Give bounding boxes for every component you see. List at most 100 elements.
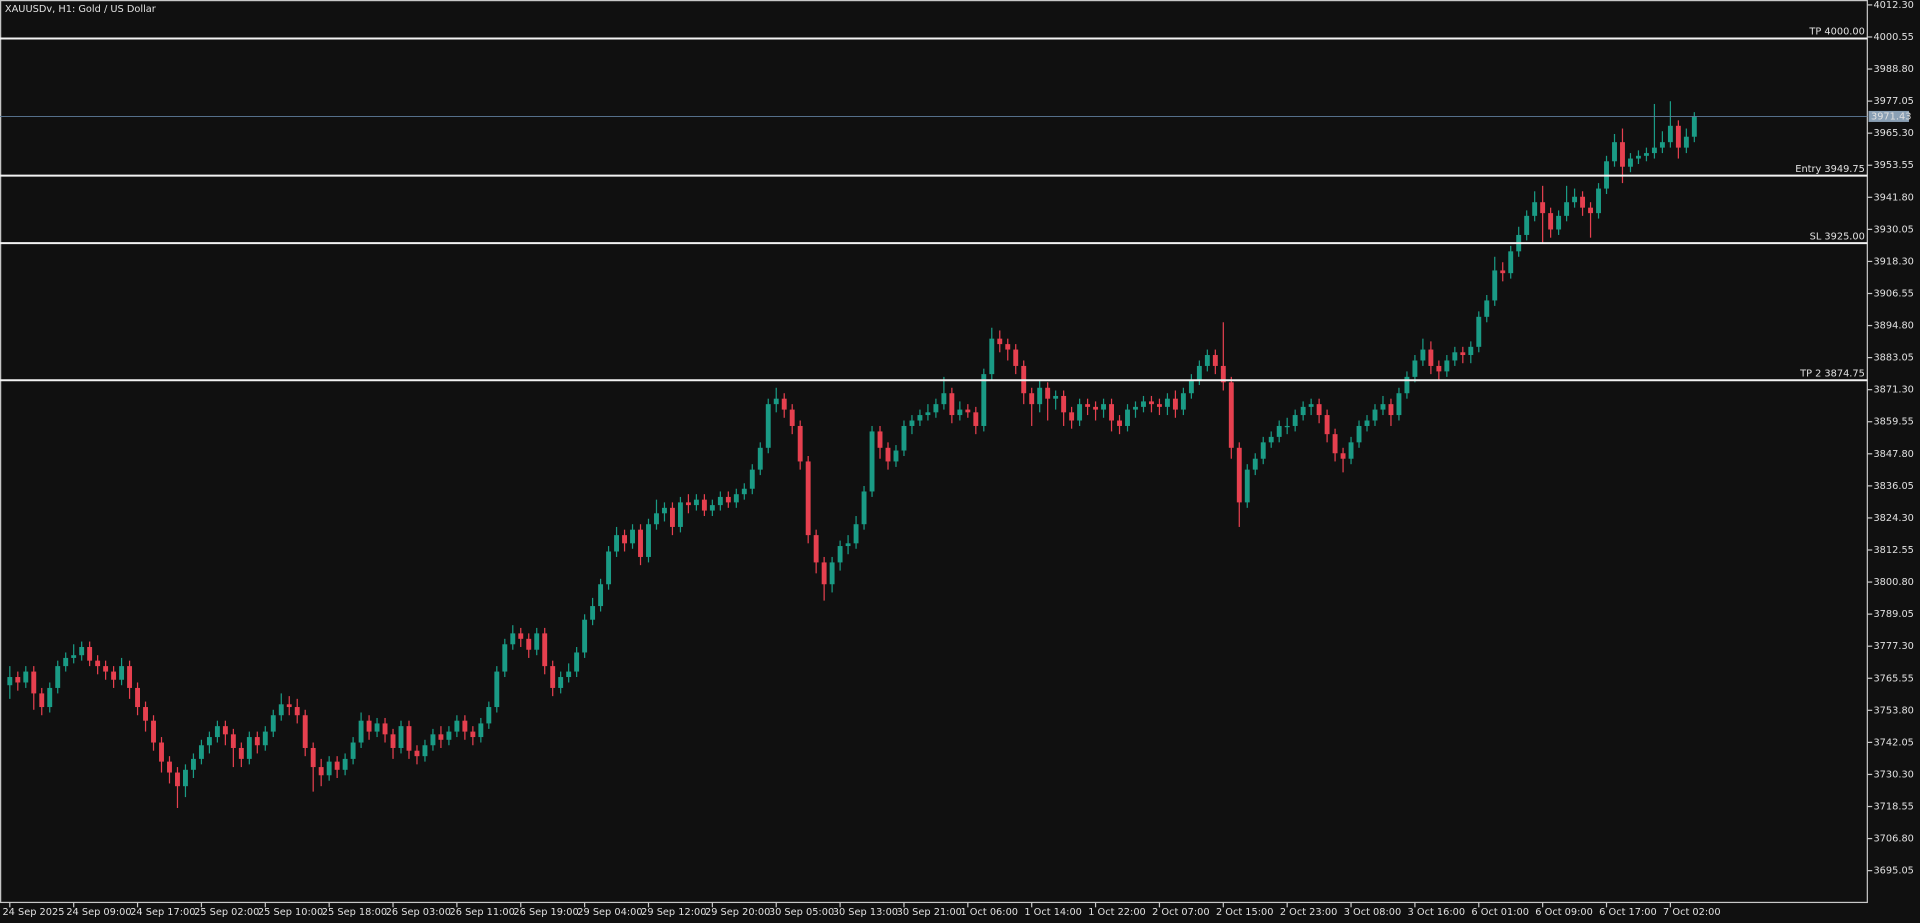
candle-body [23,671,29,683]
candle-body [1149,401,1154,405]
y-tick-label: 4000.55 [1873,32,1913,43]
candle-body [87,647,93,661]
candle-body [159,742,164,762]
candle-body [853,524,859,544]
candle-body [1109,404,1114,421]
candle-body [1276,425,1282,437]
y-tick-label: 3706.80 [1873,834,1913,845]
candle-body [638,529,643,557]
candle-body [1396,393,1402,416]
candle-body [374,723,380,732]
x-tick-label: 1 Oct 22:00 [1088,907,1146,918]
candle-body [270,715,276,732]
y-tick-label: 3753.80 [1873,705,1913,716]
level-label: TP 2 3874.75 [1799,369,1865,380]
candle-body [1117,420,1122,426]
candle-body [526,638,532,650]
candle-body [1141,401,1146,407]
y-tick-label: 3836.05 [1873,481,1913,492]
candle-body [1101,404,1107,410]
candle-body [214,726,220,738]
candle-body [997,338,1003,345]
candle-body [789,409,795,426]
candle-body [446,731,452,740]
candle-body [1332,434,1338,454]
x-tick-label: 2 Oct 15:00 [1216,907,1274,918]
candle-body [622,535,627,544]
candle-body [494,671,500,708]
candle-body [1564,202,1570,216]
candle-body [989,338,995,375]
candle-body [1156,404,1162,407]
candle-body [1492,270,1498,301]
candle-body [558,677,564,688]
candle-body [669,507,675,527]
candle-body [797,425,803,462]
candle-body [885,447,891,462]
candle-body [502,644,508,672]
x-tick-label: 24 Sep 09:00 [66,907,131,918]
candle-body [1045,387,1051,399]
x-tick-label: 24 Sep 17:00 [130,907,195,918]
x-tick-label: 26 Sep 19:00 [513,907,578,918]
candle-body [1324,415,1330,435]
candle-body [566,671,572,678]
candle-body [1683,136,1689,148]
x-tick-label: 1 Oct 14:00 [1024,907,1082,918]
candle-body [1572,196,1578,203]
candle-body [693,499,699,506]
candle-body [1316,404,1322,416]
candle-body [1228,382,1234,448]
candle-body [749,469,755,489]
candle-body [1125,409,1130,426]
candle-body [1348,442,1354,459]
candle-body [1133,406,1138,410]
candle-body [15,677,21,683]
candle-body [1220,365,1226,383]
candle-body [574,652,580,672]
candle-body [957,409,963,416]
candle-body [518,633,524,639]
candle-body [1500,270,1506,274]
candle-body [813,535,819,563]
candle-body [278,704,284,716]
candle-body [965,409,971,413]
candle-body [1172,398,1178,410]
candle-body [39,693,45,708]
candle-body [230,734,236,748]
candle-body [1651,147,1657,154]
candle-body [1093,406,1099,410]
candle-body [534,633,540,650]
y-tick-label: 3906.55 [1873,288,1913,299]
candle-body [167,761,172,773]
candle-body [701,499,707,511]
candle-body [151,720,156,743]
y-tick-label: 3977.05 [1873,96,1913,107]
candle-body [398,726,404,748]
candle-body [143,707,148,721]
candle-body [590,606,596,620]
candle-body [1300,406,1306,416]
candle-body [1444,360,1450,372]
candle-body [1180,393,1186,410]
x-tick-label: 29 Sep 12:00 [641,907,706,918]
candle-body [1252,458,1258,470]
x-tick-label: 6 Oct 01:00 [1471,907,1529,918]
candle-body [262,731,268,746]
candle-body [47,687,53,708]
candle-body [1029,393,1035,405]
candle-body [430,734,436,746]
candle-body [805,461,811,536]
y-tick-label: 3918.30 [1873,256,1913,267]
candle-body [725,496,731,503]
last-price-label: 3971.43 [1871,111,1911,122]
candle-body [981,374,987,426]
candle-body [103,666,109,672]
candle-body [821,562,827,585]
candle-body [1620,142,1625,167]
candle-body [127,666,133,688]
candle-body [893,450,899,462]
candle-body [1667,125,1673,143]
x-tick-label: 29 Sep 04:00 [577,907,642,918]
